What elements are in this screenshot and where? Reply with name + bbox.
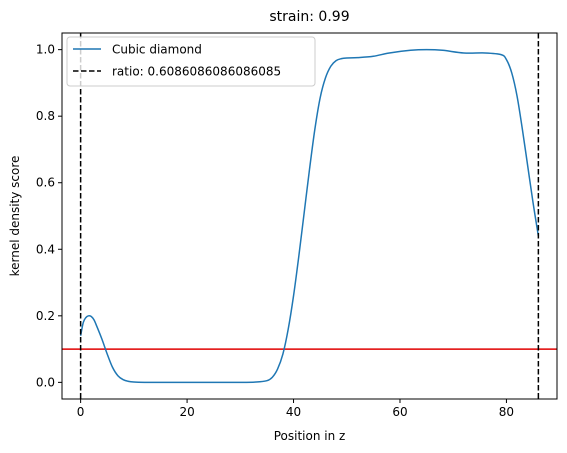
y-tick-label: 0.4 xyxy=(36,242,55,256)
y-axis-label: kernel density score xyxy=(8,156,22,277)
legend-frame xyxy=(66,36,316,87)
series-line-cubic-diamond xyxy=(79,48,540,384)
legend: Cubic diamond ratio: 0.6086086086086085 xyxy=(66,36,316,87)
x-tick-label: 60 xyxy=(392,405,407,419)
chart-title: strain: 0.99 xyxy=(269,9,349,25)
x-tick-label: 0 xyxy=(77,405,85,419)
y-tick-label: 0.8 xyxy=(36,109,55,123)
x-tick-label: 40 xyxy=(286,405,301,419)
legend-label-ratio: ratio: 0.6086086086086085 xyxy=(112,65,281,79)
plot-area xyxy=(61,32,558,400)
x-axis-label: Position in z xyxy=(274,429,346,443)
y-tick-label: 0.2 xyxy=(36,309,55,323)
x-tick-label: 20 xyxy=(179,405,194,419)
x-tick-label: 80 xyxy=(499,405,514,419)
plot-frame xyxy=(61,32,558,400)
legend-label-cubic-diamond: Cubic diamond xyxy=(112,43,202,57)
x-axis: 0 20 40 60 80 xyxy=(77,399,514,419)
y-tick-label: 1.0 xyxy=(36,43,55,57)
y-tick-label: 0.6 xyxy=(36,176,55,190)
y-axis: 0.0 0.2 0.4 0.6 0.8 1.0 xyxy=(36,43,62,389)
y-tick-label: 0.0 xyxy=(36,375,55,389)
